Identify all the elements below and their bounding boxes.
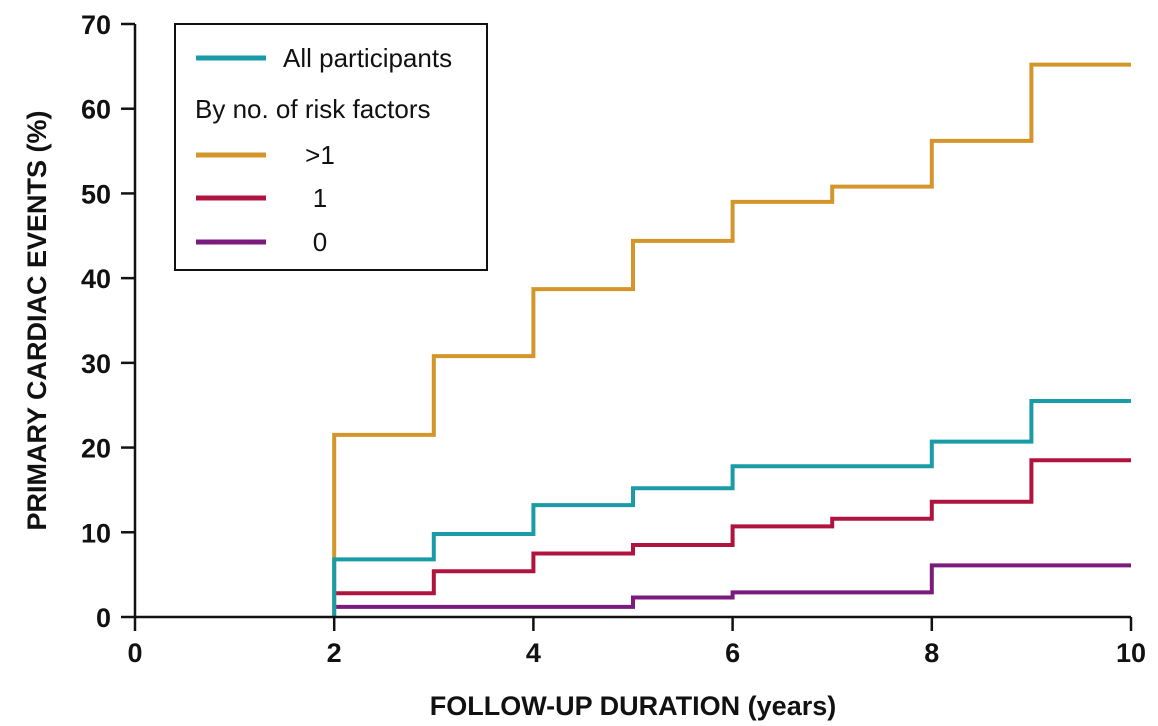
legend-label-gt1: >1 (305, 140, 335, 170)
y-tick-label: 20 (81, 434, 111, 464)
y-axis-title: PRIMARY CARDIAC EVENTS (%) (22, 110, 52, 530)
x-tick-label: 2 (327, 638, 342, 668)
x-tick-label: 10 (1116, 638, 1146, 668)
series-0-risk-factors (334, 563, 1131, 609)
y-tick-label: 10 (81, 518, 111, 548)
series-layer (332, 62, 1131, 617)
y-tick-label: 60 (81, 95, 111, 125)
legend-label-all-participants: All participants (283, 43, 452, 73)
series-all-participants (332, 398, 1131, 617)
y-ticks: 0 10 20 30 40 50 60 70 (81, 10, 135, 633)
y-tick-label: 50 (81, 179, 111, 209)
legend-label-0: 0 (313, 227, 327, 257)
y-tick-label: 70 (81, 10, 111, 40)
y-tick-label: 0 (96, 603, 111, 633)
legend: All participants By no. of risk factors … (174, 23, 488, 271)
series-gt1-risk-factors (332, 62, 1131, 617)
y-tick-label: 30 (81, 349, 111, 379)
legend-heading: By no. of risk factors (195, 94, 431, 124)
y-tick-label: 40 (81, 264, 111, 294)
x-axis-title: FOLLOW-UP DURATION (years) (430, 691, 836, 721)
x-tick-label: 0 (127, 638, 142, 668)
legend-box (174, 23, 488, 271)
legend-label-1: 1 (313, 183, 327, 213)
x-tick-label: 6 (725, 638, 740, 668)
x-tick-label: 4 (526, 638, 541, 668)
series-1-risk-factor (334, 458, 1131, 596)
x-tick-label: 8 (924, 638, 939, 668)
x-ticks: 0 2 4 6 8 10 (127, 617, 1146, 668)
